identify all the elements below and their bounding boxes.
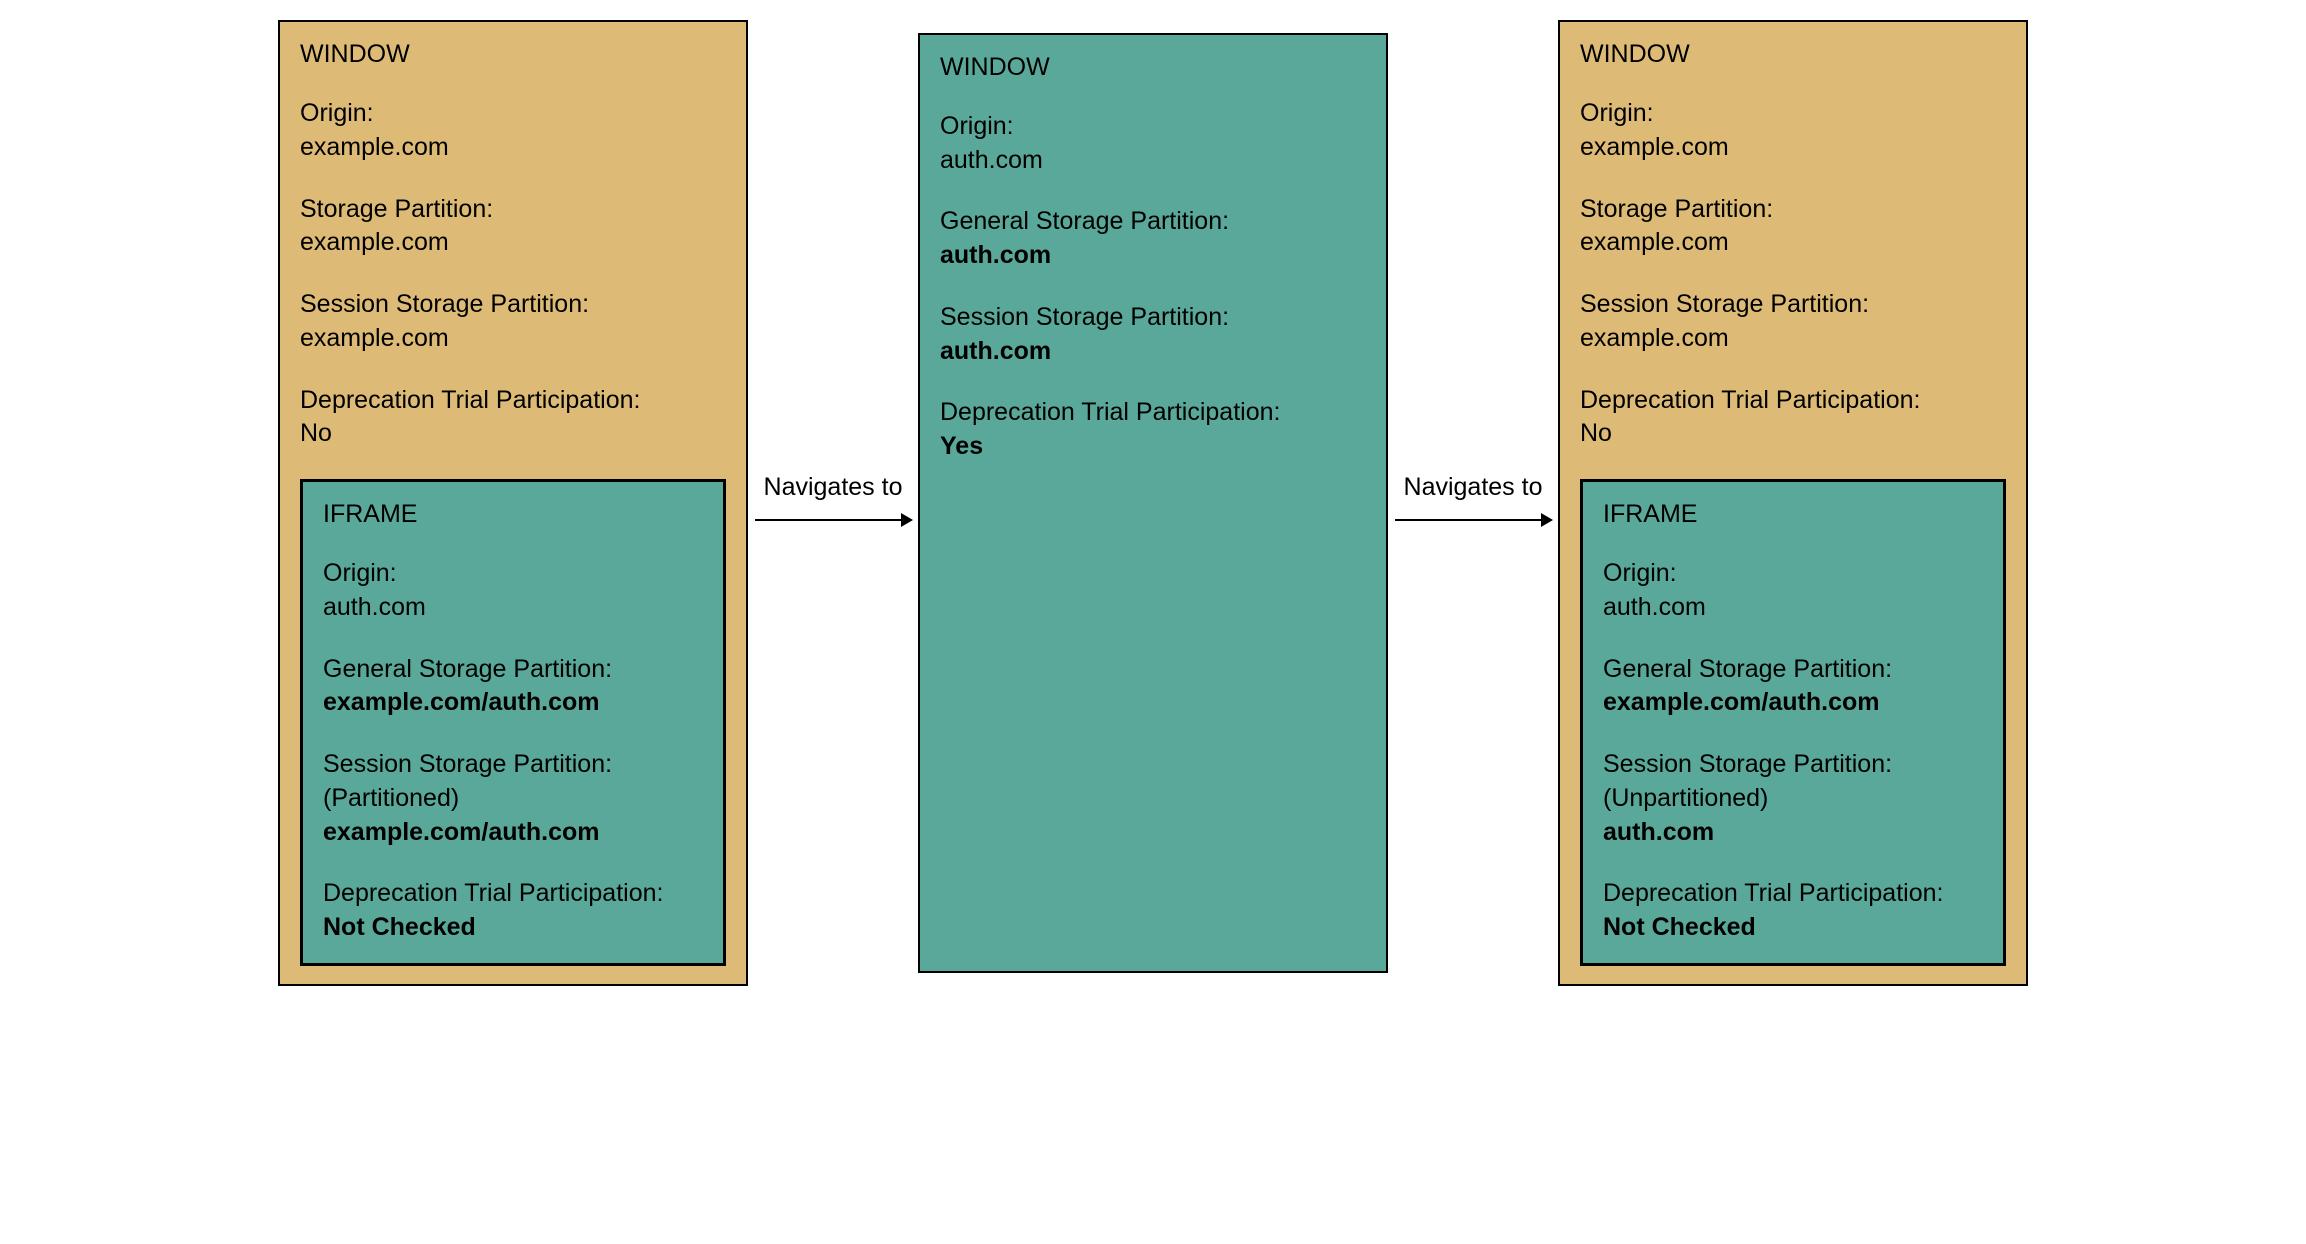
field-value: No bbox=[300, 417, 726, 451]
field: Session Storage Partition:example.com bbox=[1580, 288, 2006, 356]
panel-title: WINDOW bbox=[940, 53, 1366, 82]
field-paren: (Partitioned) bbox=[323, 782, 703, 816]
field-value: example.com/auth.com bbox=[1603, 686, 1983, 720]
field: General Storage Partition:auth.com bbox=[940, 205, 1366, 273]
field-value: example.com bbox=[1580, 226, 2006, 260]
field-value: example.com bbox=[300, 131, 726, 165]
field: Deprecation Trial Participation:No bbox=[300, 384, 726, 452]
field-value: auth.com bbox=[940, 144, 1366, 178]
window-panel-1: WINDOW Origin:example.comStorage Partiti… bbox=[278, 20, 748, 986]
field-label: Origin: bbox=[940, 110, 1366, 144]
field-label: Origin: bbox=[1603, 557, 1983, 591]
field-value: example.com bbox=[1580, 322, 2006, 356]
iframe-field-list: Origin:auth.comGeneral Storage Partition… bbox=[1603, 557, 1983, 945]
iframe-field-list: Origin:auth.com General Storage Partition… bbox=[323, 557, 703, 945]
arrow-label: Navigates to bbox=[1404, 473, 1543, 502]
field: Storage Partition:example.com bbox=[1580, 193, 2006, 261]
field-label: Session Storage Partition: bbox=[940, 301, 1366, 335]
field: Session Storage Partition:auth.com bbox=[940, 301, 1366, 369]
field-value: Yes bbox=[940, 430, 1366, 464]
field-label: General Storage Partition: bbox=[323, 653, 703, 687]
field-label: Deprecation Trial Participation: bbox=[940, 396, 1366, 430]
field: Origin:example.com bbox=[1580, 97, 2006, 165]
field-label: Deprecation Trial Participation: bbox=[300, 384, 726, 418]
field-value: Not Checked bbox=[323, 911, 703, 945]
field: Origin:auth.com bbox=[940, 110, 1366, 178]
field-label: Origin: bbox=[323, 557, 703, 591]
field-label: General Storage Partition: bbox=[1603, 653, 1983, 687]
field: Deprecation Trial Participation:Not Chec… bbox=[1603, 877, 1983, 945]
field-list: Origin:auth.comGeneral Storage Partition… bbox=[940, 110, 1366, 492]
field: Deprecation Trial Participation:No bbox=[1580, 384, 2006, 452]
window-panel-3: WINDOW Origin:example.comStorage Partiti… bbox=[1558, 20, 2028, 986]
field-value: example.com/auth.com bbox=[323, 816, 703, 850]
field-value: No bbox=[1580, 417, 2006, 451]
field-label: Deprecation Trial Participation: bbox=[1580, 384, 2006, 418]
field-value: auth.com bbox=[940, 239, 1366, 273]
field: Storage Partition:example.com bbox=[300, 193, 726, 261]
iframe-title: IFRAME bbox=[1603, 500, 1983, 529]
field-value: auth.com bbox=[323, 591, 703, 625]
field-label: Session Storage Partition: bbox=[1580, 288, 2006, 322]
field-list: Origin:example.comStorage Partition:exam… bbox=[1580, 97, 2006, 479]
field-value: example.com bbox=[300, 322, 726, 356]
arrow-label: Navigates to bbox=[764, 473, 903, 502]
field: Origin:example.com bbox=[300, 97, 726, 165]
field-value: example.com/auth.com bbox=[323, 686, 703, 720]
field: Origin:auth.com bbox=[323, 557, 703, 625]
iframe-title: IFRAME bbox=[323, 500, 703, 529]
field-value: example.com bbox=[300, 226, 726, 260]
field-list: Origin:example.comStorage Partition:exam… bbox=[300, 97, 726, 479]
arrow-icon bbox=[753, 508, 913, 532]
field-label: Deprecation Trial Participation: bbox=[1603, 877, 1983, 911]
field: General Storage Partition:example.com/au… bbox=[323, 653, 703, 721]
field-label: Storage Partition: bbox=[1580, 193, 2006, 227]
field-value: auth.com bbox=[940, 335, 1366, 369]
arrow-2: Navigates to bbox=[1388, 473, 1558, 532]
window-panel-2: WINDOW Origin:auth.comGeneral Storage Pa… bbox=[918, 33, 1388, 973]
field-label: Origin: bbox=[300, 97, 726, 131]
field: Session Storage Partition:(Partitioned)e… bbox=[323, 748, 703, 849]
field: Session Storage Partition:example.com bbox=[300, 288, 726, 356]
iframe-panel-3: IFRAME Origin:auth.comGeneral Storage Pa… bbox=[1580, 479, 2006, 966]
field-value: Not Checked bbox=[1603, 911, 1983, 945]
panel-title: WINDOW bbox=[300, 40, 726, 69]
field-label: General Storage Partition: bbox=[940, 205, 1366, 239]
field-label: Deprecation Trial Participation: bbox=[323, 877, 703, 911]
field-label: Session Storage Partition: bbox=[300, 288, 726, 322]
field-label: Session Storage Partition: bbox=[1603, 748, 1983, 782]
arrow-icon bbox=[1393, 508, 1553, 532]
field-paren: (Unpartitioned) bbox=[1603, 782, 1983, 816]
field-value: auth.com bbox=[1603, 591, 1983, 625]
arrow-1: Navigates to bbox=[748, 473, 918, 532]
field-label: Origin: bbox=[1580, 97, 2006, 131]
field: Origin:auth.com bbox=[1603, 557, 1983, 625]
iframe-panel-1: IFRAME Origin:auth.com General Storage Pa… bbox=[300, 479, 726, 966]
field-label: Session Storage Partition: bbox=[323, 748, 703, 782]
field-value: example.com bbox=[1580, 131, 2006, 165]
field: Session Storage Partition:(Unpartitioned… bbox=[1603, 748, 1983, 849]
field: Deprecation Trial Participation:Not Chec… bbox=[323, 877, 703, 945]
field: Deprecation Trial Participation:Yes bbox=[940, 396, 1366, 464]
field-value: auth.com bbox=[1603, 816, 1983, 850]
field: General Storage Partition:example.com/au… bbox=[1603, 653, 1983, 721]
storage-partition-diagram: WINDOW Origin:example.comStorage Partiti… bbox=[20, 20, 2286, 986]
field-label: Storage Partition: bbox=[300, 193, 726, 227]
panel-title: WINDOW bbox=[1580, 40, 2006, 69]
